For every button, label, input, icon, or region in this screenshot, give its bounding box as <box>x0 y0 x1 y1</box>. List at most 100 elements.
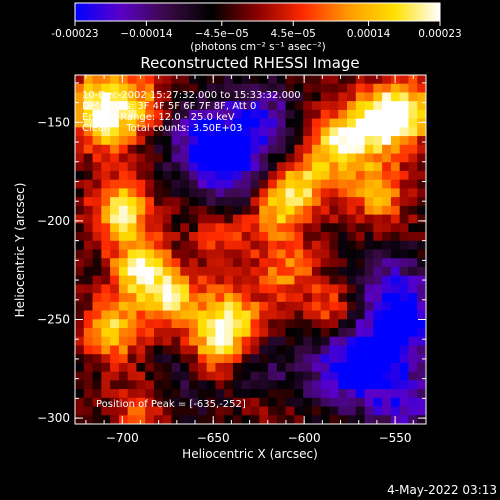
heatmap-cell <box>110 179 120 190</box>
heatmap-cell <box>338 170 348 181</box>
heatmap-cell <box>224 179 234 190</box>
heatmap-cell <box>153 101 164 111</box>
heatmap-cell <box>136 284 146 294</box>
heatmap-cell <box>197 415 208 424</box>
heatmap-cell <box>189 275 199 285</box>
heatmap-cell <box>285 310 295 320</box>
heatmap-cell <box>241 92 252 102</box>
heatmap-cell <box>364 389 374 399</box>
heatmap-cell <box>364 293 374 303</box>
heatmap-cell <box>373 345 383 355</box>
heatmap-cell <box>294 144 304 155</box>
heatmap-cell <box>215 266 225 277</box>
heatmap-cell <box>75 144 85 155</box>
heatmap-cell <box>259 75 269 85</box>
heatmap-cell <box>83 101 94 111</box>
heatmap-cell <box>329 249 339 259</box>
heatmap-cell <box>268 406 278 416</box>
heatmap-cell <box>145 336 155 347</box>
heatmap-cell <box>145 380 155 390</box>
heatmap-cell <box>259 397 269 408</box>
heatmap-cell <box>206 170 217 181</box>
heatmap-cell <box>329 258 339 268</box>
heatmap-cell <box>408 83 418 94</box>
heatmap-cell <box>382 101 392 111</box>
heatmap-cell <box>329 92 339 102</box>
heatmap-cell <box>136 144 146 155</box>
heatmap-cell <box>136 232 146 242</box>
heatmap-cell <box>101 170 111 181</box>
heatmap-cell <box>101 336 111 347</box>
heatmap-cell <box>259 232 269 242</box>
heatmap-cell <box>294 345 304 355</box>
heatmap-cell <box>180 197 190 207</box>
heatmap-cell <box>399 293 410 303</box>
heatmap-cell <box>162 214 173 224</box>
heatmap-cell <box>338 188 348 198</box>
heatmap-cell <box>136 266 146 277</box>
heatmap-cell <box>285 301 295 312</box>
heatmap-cell <box>215 249 225 259</box>
heatmap-cell <box>364 301 374 312</box>
heatmap-cell <box>382 415 392 424</box>
heatmap-cell <box>171 354 181 364</box>
heatmap-cell <box>329 371 339 381</box>
heatmap-cell <box>338 197 348 207</box>
heatmap-cell <box>136 92 146 102</box>
heatmap-cell <box>110 223 120 233</box>
heatmap-cell <box>83 232 94 242</box>
heatmap-cell <box>347 380 357 390</box>
heatmap-cell <box>232 214 243 224</box>
heatmap-cell <box>399 144 410 155</box>
heatmap-cell <box>232 389 243 399</box>
heatmap-cell <box>382 197 392 207</box>
heatmap-cell <box>285 354 295 364</box>
heatmap-cell <box>118 188 129 198</box>
heatmap-cell <box>224 101 234 111</box>
heatmap-cell <box>83 75 94 85</box>
heatmap-cell <box>329 380 339 390</box>
heatmap-cell <box>311 345 322 355</box>
heatmap-cell <box>408 249 418 259</box>
heatmap-cell <box>215 354 225 364</box>
heatmap-cell <box>285 389 295 399</box>
heatmap-cell <box>83 293 94 303</box>
heatmap-cell <box>399 389 410 399</box>
heatmap-cell <box>320 293 331 303</box>
heatmap-cell <box>276 153 287 163</box>
heatmap-cell <box>110 136 120 146</box>
heatmap-cell <box>224 371 234 381</box>
heatmap-cell <box>259 415 269 424</box>
heatmap-cell <box>197 118 208 128</box>
heatmap-cell <box>303 336 313 347</box>
heatmap-cell <box>355 258 366 268</box>
heatmap-cell <box>250 109 260 120</box>
heatmap-cell <box>101 345 111 355</box>
heatmap-cell <box>241 266 252 277</box>
heatmap-cell <box>268 170 278 181</box>
heatmap-cell <box>408 214 418 224</box>
heatmap-cell <box>215 144 225 155</box>
heatmap-cell <box>136 127 146 137</box>
heatmap-cell <box>311 153 322 163</box>
heatmap-cell <box>311 83 322 94</box>
heatmap-cell <box>399 362 410 373</box>
heatmap-cell <box>382 293 392 303</box>
heatmap-cell <box>364 83 374 94</box>
heatmap-cell <box>171 336 181 347</box>
heatmap-cell <box>162 354 173 364</box>
heatmap-cell <box>153 109 164 120</box>
heatmap-cell <box>268 249 278 259</box>
heatmap-cell <box>250 75 260 85</box>
heatmap-cell <box>101 179 111 190</box>
heatmap-cell <box>408 319 418 329</box>
heatmap-cell <box>408 92 418 102</box>
heatmap-cell <box>250 127 260 137</box>
heatmap-cell <box>232 118 243 128</box>
heatmap-cell <box>118 240 129 251</box>
heatmap-cell <box>329 240 339 251</box>
heatmap-cell <box>180 266 190 277</box>
heatmap-cell <box>197 380 208 390</box>
heatmap-cell <box>241 162 252 172</box>
heatmap-cell <box>276 397 287 408</box>
